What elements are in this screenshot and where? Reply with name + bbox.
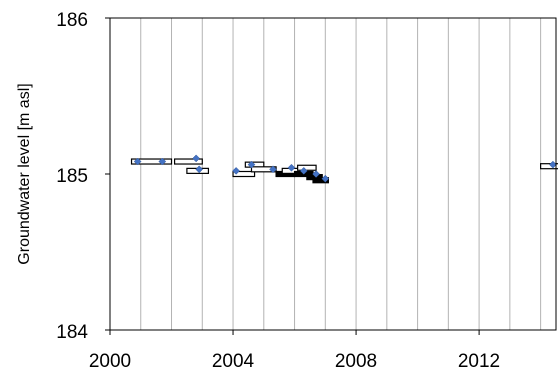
y-tick-label-186: 186 <box>56 10 88 31</box>
data-point-1 <box>158 157 167 166</box>
y-tick-label-184: 184 <box>56 322 88 343</box>
data-point-5 <box>247 160 256 169</box>
data-point-11 <box>549 160 557 169</box>
y-axis-title: Groundwater level [m asl] <box>16 83 33 264</box>
grid-layer <box>140 18 542 330</box>
x-tick-label-2012: 2012 <box>458 351 500 372</box>
range-segment-12 <box>540 163 558 170</box>
range-segments <box>130 158 558 184</box>
x-tick-label-2004: 2004 <box>212 351 255 372</box>
y-tick-label-185: 185 <box>56 166 88 187</box>
x-tick-label-2000: 2000 <box>89 351 131 372</box>
plot-frame <box>109 17 557 331</box>
data-point-4 <box>232 167 240 175</box>
range-segment-1 <box>173 158 203 165</box>
data-point-9 <box>312 170 320 178</box>
x-tick-label-2008: 2008 <box>335 351 377 372</box>
x-axis-ticks: 2000 2004 2008 2012 <box>89 330 500 372</box>
range-segment-9 <box>297 164 317 171</box>
data-point-3 <box>195 165 204 174</box>
data-point-7 <box>287 163 296 172</box>
range-segment-0 <box>130 158 173 165</box>
data-point-6 <box>269 165 277 174</box>
data-point-10 <box>321 174 330 183</box>
data-point-2 <box>192 154 200 163</box>
data-points <box>133 154 557 183</box>
range-segment-11 <box>312 177 329 184</box>
data-point-0 <box>133 157 142 166</box>
range-segment-3 <box>232 170 256 178</box>
data-point-8 <box>299 167 308 175</box>
y-axis-ticks: 186 185 184 <box>56 10 110 343</box>
